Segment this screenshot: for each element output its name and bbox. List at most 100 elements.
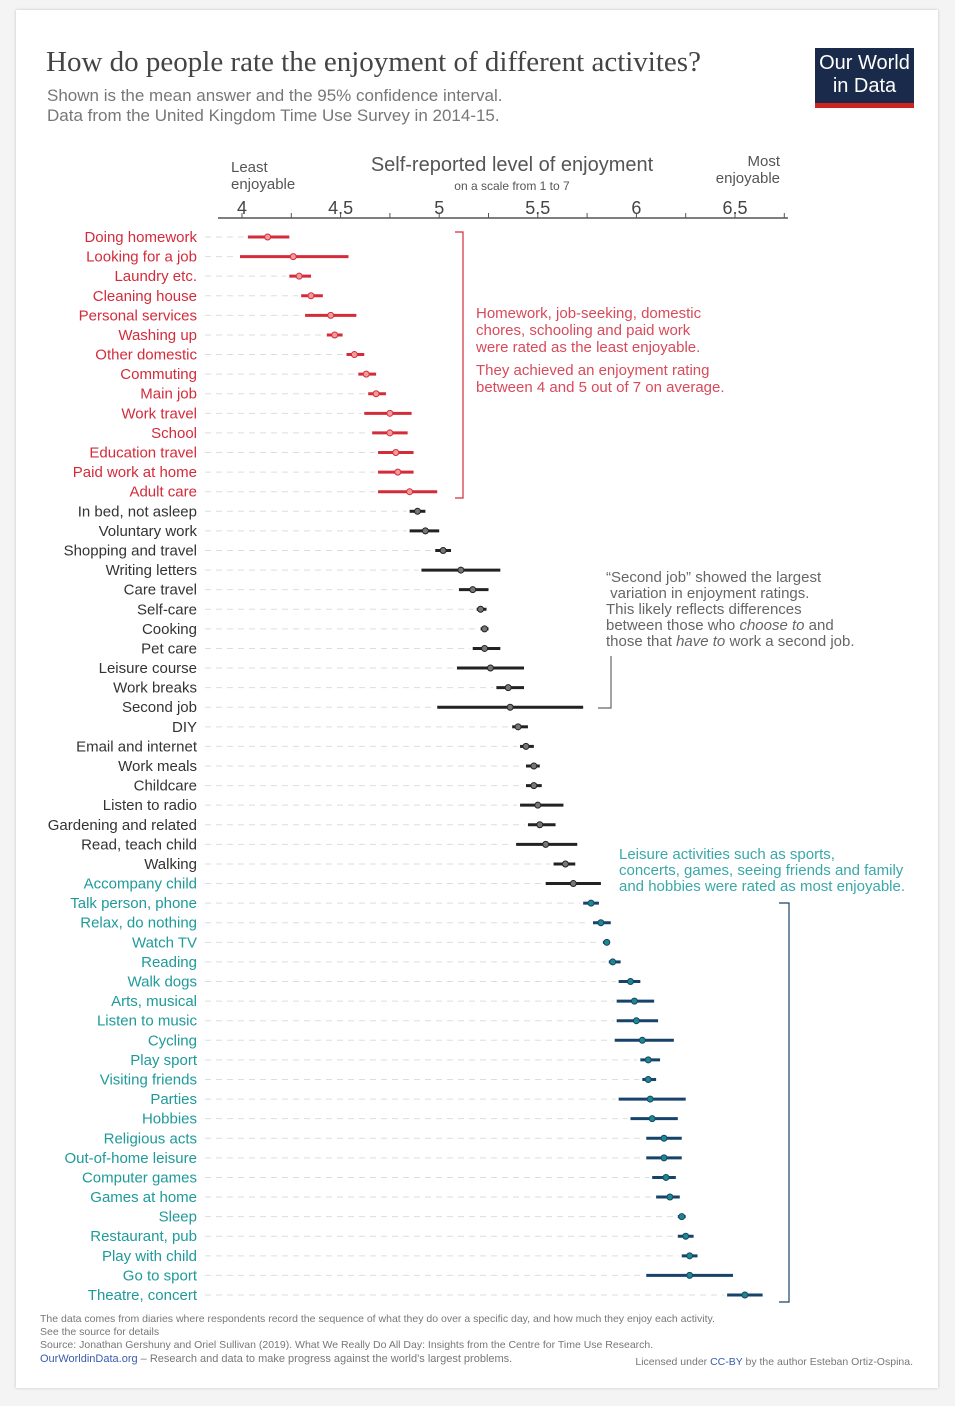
mean-point [414,507,422,515]
mean-point [666,1193,674,1201]
activity-label: Washing up [118,327,197,344]
mean-point [481,625,489,633]
activity-row: Accompany child [84,876,601,893]
mean-point [682,1232,690,1240]
activity-row: Email and internet [76,738,534,755]
mean-point [506,703,514,711]
activity-label: Religious acts [104,1130,197,1147]
activity-label: Play sport [130,1052,198,1069]
activity-label: Watch TV [132,934,197,951]
activity-row: Other domestic [95,347,365,364]
license-prefix: Licensed under [635,1356,711,1368]
activity-label: Personal services [79,307,197,324]
activity-row: Listen to music [97,1013,659,1030]
activity-label: Email and internet [76,738,198,755]
mean-point [307,292,315,300]
mean-point [504,684,512,692]
activity-label: Go to sport [123,1267,198,1284]
activity-row: Reading [141,954,621,971]
activity-label: Hobbies [142,1111,197,1128]
activity-label: Main job [140,386,197,403]
mean-point [327,311,335,319]
annotation-line: variation in enjoyment ratings. [606,585,810,602]
owid-link[interactable]: OurWorldinData.org [40,1353,138,1365]
activity-row: Second job [122,699,584,716]
text: and [804,617,834,634]
mean-point [609,958,617,966]
mean-point [644,1056,652,1064]
text: those that [606,633,677,650]
chart-subtitle-2: Data from the United Kingdom Time Use Su… [47,106,500,125]
activity-label: Education travel [89,445,197,462]
mean-point [289,253,297,261]
activity-label: Sleep [159,1209,197,1226]
mean-point [264,233,272,241]
annotation-line: and hobbies were rated as most enjoyable… [619,878,906,895]
footer-license: Licensed under CC-BY by the author Esteb… [635,1356,913,1368]
activity-row: Looking for a job [86,249,349,266]
license-link[interactable]: CC-BY [710,1356,743,1368]
activity-label: Care travel [124,582,197,599]
activity-label: Out-of-home leisure [64,1150,197,1167]
activity-row: Adult care [129,484,438,501]
mean-point [394,468,402,476]
mean-point [457,566,465,574]
text-italic: choose to [739,617,805,634]
mean-point [603,938,611,946]
activity-label: Paid work at home [73,464,197,481]
annotation-line: They achieved an enjoyment rating [476,362,710,379]
owid-logo[interactable]: Our World in Data [815,48,914,108]
mean-point [597,919,605,927]
activity-row: Walking [144,856,576,873]
owid-tagline: – Research and data to make progress aga… [137,1353,513,1365]
activity-row: Paid work at home [73,464,414,481]
activity-row: Work meals [118,758,540,775]
mean-point [644,1075,652,1083]
annotation-line: This likely reflects differences [606,601,802,618]
mean-point [386,409,394,417]
x-axis-title: Self-reported level of enjoyment [371,154,654,176]
activity-label: Theatre, concert [88,1287,198,1304]
activity-row: Shopping and travel [64,542,452,559]
chart-subtitle-1: Shown is the mean answer and the 95% con… [47,86,503,105]
mean-point [477,605,485,613]
mean-point [686,1271,694,1279]
activity-label: Work breaks [113,680,197,697]
mean-point [530,762,538,770]
annotation-second-job: “Second job” showed the largest variatio… [606,570,855,650]
x-tick-label: 4 [237,198,247,218]
activity-label: Listen to radio [103,797,197,814]
activity-label: Visiting friends [100,1071,197,1088]
mean-point [678,1213,686,1221]
activity-label: Listen to music [97,1013,198,1030]
activity-row: Voluntary work [99,523,440,540]
chart-title: How do people rate the enjoyment of diff… [46,46,701,78]
activity-row: Gardening and related [48,817,556,834]
footer-see-source[interactable]: See the source for details [40,1326,160,1338]
activity-row: Computer games [82,1169,676,1186]
activity-label: Voluntary work [99,523,198,540]
activity-row: Care travel [124,582,489,599]
activity-row: Education travel [89,445,414,462]
activity-label: Doing homework [84,229,197,246]
activity-row: Pet care [141,640,501,657]
activity-row: Out-of-home leisure [64,1150,682,1167]
footer-source: Source: Jonathan Gershuny and Oriel Sull… [40,1339,654,1351]
activity-row: Writing letters [106,562,501,579]
activity-row: Work travel [121,405,412,422]
activity-label: Writing letters [106,562,197,579]
activity-label: Shopping and travel [64,542,197,559]
annotation-line: between those who choose to and [606,618,855,634]
text-italic: have to [676,633,726,650]
activity-row: Relax, do nothing [80,915,611,932]
mean-point [561,860,569,868]
activity-row: Laundry etc. [114,268,312,285]
activity-label: Computer games [82,1169,197,1186]
activity-label: Laundry etc. [114,268,197,285]
mean-point [514,723,522,731]
mean-point [469,586,477,594]
mean-point [638,1036,646,1044]
mean-point [569,880,577,888]
activity-row: Arts, musical [111,993,655,1010]
activity-label: Walking [144,856,197,873]
